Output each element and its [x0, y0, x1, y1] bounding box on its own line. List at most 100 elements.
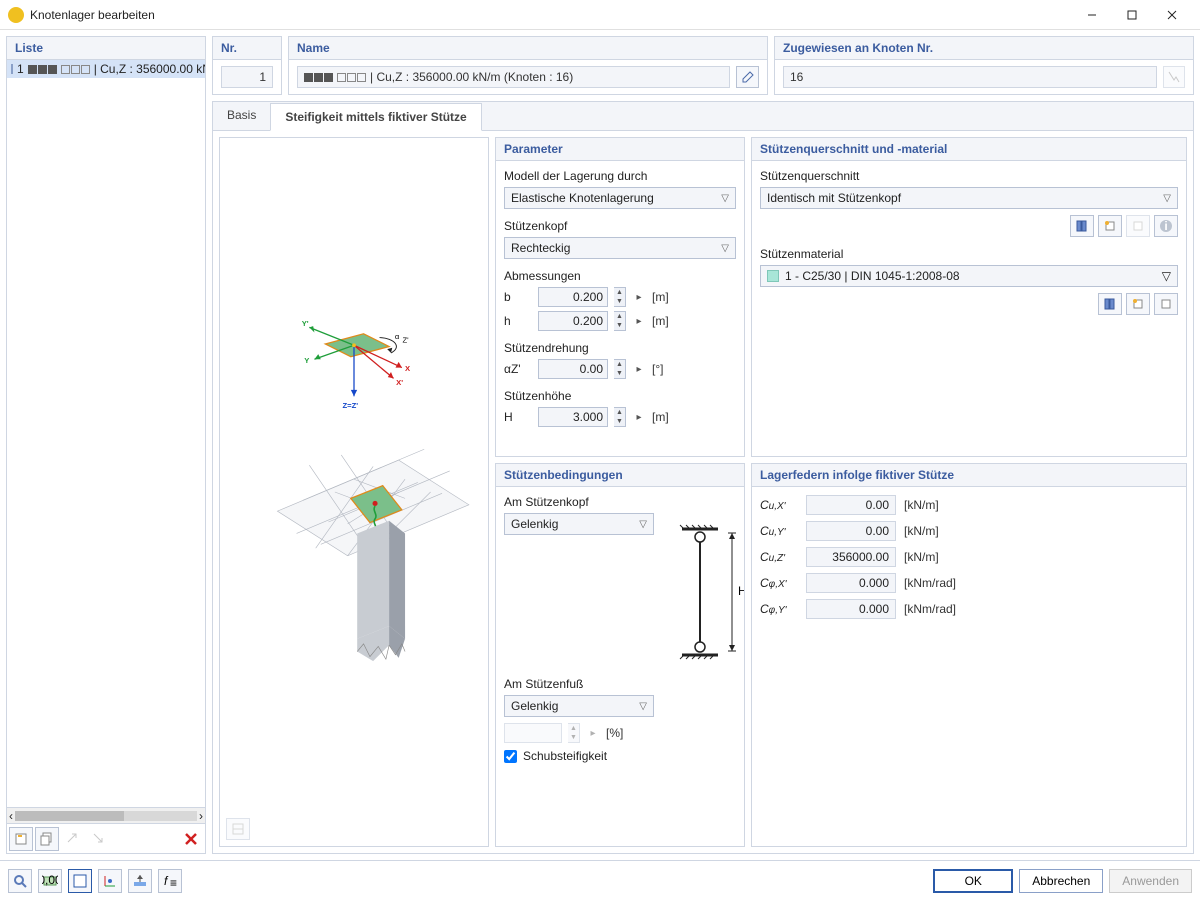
footer-tool-1[interactable] — [8, 869, 32, 893]
h-unit: [m] — [652, 314, 669, 328]
list-item-chips-a — [28, 65, 57, 74]
delete-item-button[interactable] — [179, 827, 203, 851]
new-item-button[interactable] — [9, 827, 33, 851]
spring-label: Cu,Z' — [760, 550, 798, 564]
cancel-button[interactable]: Abbrechen — [1019, 869, 1103, 893]
b-symbol: b — [504, 290, 532, 304]
cs-edit-button[interactable] — [1126, 215, 1150, 237]
b-input[interactable]: 0.200 — [538, 287, 608, 307]
model-select[interactable]: Elastische Knotenlagerung▽ — [504, 187, 736, 209]
list-header: Liste — [7, 37, 205, 60]
H-spinner[interactable]: ▲▼ — [614, 407, 626, 427]
window-title: Knotenlager bearbeiten — [30, 8, 1072, 22]
pct-input — [504, 723, 562, 743]
chevron-down-icon: ▽ — [1162, 269, 1171, 283]
H-input[interactable]: 3.000 — [538, 407, 608, 427]
column-schematic: H — [664, 517, 744, 667]
apply-button[interactable]: Anwenden — [1109, 869, 1192, 893]
spring-value: 0.000 — [806, 599, 896, 619]
cs-select[interactable]: Identisch mit Stützenkopf▽ — [760, 187, 1178, 209]
b-unit: [m] — [652, 290, 669, 304]
name-box: Name | Cu,Z : 356000.00 kN/m (Knoten : 1… — [288, 36, 768, 95]
rot-step-button[interactable]: ▸ — [632, 359, 646, 379]
spring-label: Cu,Y' — [760, 524, 798, 538]
h-symbol: h — [504, 314, 532, 328]
mat-label: Stützenmaterial — [760, 247, 1178, 261]
parameter-panel: Parameter Modell der Lagerung durch Elas… — [495, 137, 745, 457]
h-step-button[interactable]: ▸ — [632, 311, 646, 331]
b-spinner[interactable]: ▲▼ — [614, 287, 626, 307]
close-button[interactable] — [1152, 1, 1192, 29]
mat-library-button[interactable] — [1098, 293, 1122, 315]
rot-label: Stützendrehung — [504, 341, 736, 355]
chevron-down-icon: ▽ — [1163, 193, 1171, 204]
footer-tool-6[interactable]: f≡ — [158, 869, 182, 893]
nr-value[interactable]: 1 — [221, 66, 273, 88]
cs-library-button[interactable] — [1070, 215, 1094, 237]
name-chips-a — [304, 73, 333, 82]
h-input[interactable]: 0.200 — [538, 311, 608, 331]
viz-tool-button[interactable] — [226, 818, 250, 840]
footer: 0,00 f≡ OK Abbrechen Anwenden — [0, 860, 1200, 900]
scroll-right-icon[interactable]: › — [199, 809, 203, 823]
svg-text:α: α — [395, 332, 400, 341]
rot-spinner[interactable]: ▲▼ — [614, 359, 626, 379]
spring-row: Cφ,X'0.000[kNm/rad] — [760, 573, 1178, 593]
svg-text:H: H — [738, 584, 744, 598]
cs-new-button[interactable] — [1098, 215, 1122, 237]
top-cond-select[interactable]: Gelenkig▽ — [504, 513, 654, 535]
mat-select[interactable]: 1 - C25/30 | DIN 1045-1:2008-08 ▽ — [760, 265, 1178, 287]
viz-panel: Y' Y X X' — [219, 137, 489, 847]
footer-tool-5[interactable] — [128, 869, 152, 893]
rot-input[interactable]: 0.00 — [538, 359, 608, 379]
dim-label: Abmessungen — [504, 269, 736, 283]
list-item[interactable]: 1 | Cu,Z : 356000.00 kN — [7, 60, 205, 78]
springs-panel: Lagerfedern infolge fiktiver Stütze Cu,X… — [751, 463, 1187, 847]
H-step-button[interactable]: ▸ — [632, 407, 646, 427]
list-hscroll[interactable]: ‹ › — [7, 807, 205, 823]
mat-edit-button[interactable] — [1154, 293, 1178, 315]
assigned-value[interactable]: 16 — [783, 66, 1157, 88]
name-text: | Cu,Z : 356000.00 kN/m (Knoten : 16) — [370, 70, 573, 84]
spring-row: Cu,Z'356000.00[kN/m] — [760, 547, 1178, 567]
spring-row: Cu,Y'0.00[kN/m] — [760, 521, 1178, 541]
head-label: Stützenkopf — [504, 219, 736, 233]
maximize-button[interactable] — [1112, 1, 1152, 29]
spring-unit: [kN/m] — [904, 550, 939, 564]
copy-item-button[interactable] — [35, 827, 59, 851]
bot-cond-select[interactable]: Gelenkig▽ — [504, 695, 654, 717]
chevron-down-icon: ▽ — [639, 519, 647, 530]
head-select[interactable]: Rechteckig▽ — [504, 237, 736, 259]
list-body[interactable]: 1 | Cu,Z : 356000.00 kN — [7, 60, 205, 807]
b-step-button[interactable]: ▸ — [632, 287, 646, 307]
cs-info-button[interactable]: i — [1154, 215, 1178, 237]
mat-new-button[interactable] — [1126, 293, 1150, 315]
tab-basis[interactable]: Basis — [213, 102, 270, 130]
tool-3[interactable] — [61, 827, 85, 851]
footer-tool-4[interactable] — [98, 869, 122, 893]
tab-steifigkeit[interactable]: Steifigkeit mittels fiktiver Stütze — [270, 103, 481, 131]
name-value[interactable]: | Cu,Z : 356000.00 kN/m (Knoten : 16) — [297, 66, 730, 88]
footer-tool-3[interactable] — [68, 869, 92, 893]
minimize-button[interactable] — [1072, 1, 1112, 29]
list-item-chips-b — [61, 65, 90, 74]
pick-node-button[interactable] — [1163, 66, 1185, 88]
spring-row: Cu,X'0.00[kN/m] — [760, 495, 1178, 515]
shear-checkbox[interactable] — [504, 750, 517, 763]
viz-svg[interactable]: Y' Y X X' — [220, 138, 488, 846]
h-spinner[interactable]: ▲▼ — [614, 311, 626, 331]
footer-tool-2[interactable]: 0,00 — [38, 869, 62, 893]
assigned-label: Zugewiesen an Knoten Nr. — [775, 37, 1193, 60]
assigned-box: Zugewiesen an Knoten Nr. 16 — [774, 36, 1194, 95]
chevron-down-icon: ▽ — [639, 701, 647, 712]
list-toolbar — [7, 823, 205, 853]
ok-button[interactable]: OK — [933, 869, 1013, 893]
titlebar: Knotenlager bearbeiten — [0, 0, 1200, 30]
spring-row: Cφ,Y'0.000[kNm/rad] — [760, 599, 1178, 619]
tool-4[interactable] — [87, 827, 111, 851]
scroll-left-icon[interactable]: ‹ — [9, 809, 13, 823]
rot-unit: [°] — [652, 362, 663, 376]
pct-unit: [%] — [606, 726, 623, 740]
list-panel: Liste 1 | Cu,Z : 356000.00 kN ‹ › — [6, 36, 206, 854]
edit-name-button[interactable] — [736, 66, 759, 88]
